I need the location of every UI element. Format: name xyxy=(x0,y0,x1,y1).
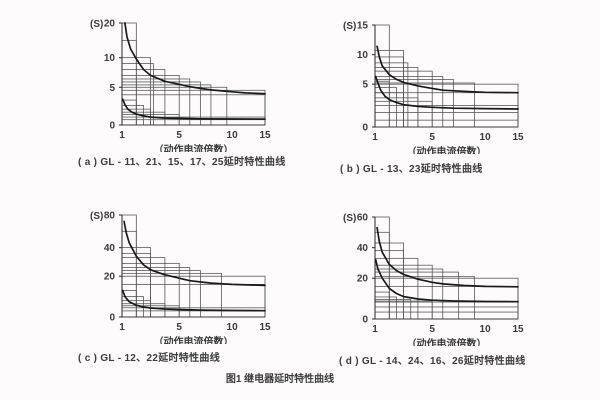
x-tick-label: 1 xyxy=(372,324,378,335)
y-tick-label: 80 xyxy=(104,211,116,222)
x-tick-label: 5 xyxy=(429,132,435,143)
chart-panel-d: 0 20 40 60 1 5 10 15 (S) （动作电流倍数） xyxy=(313,204,543,347)
y-tick-label: 10 xyxy=(357,50,369,61)
y-tick-label: 10 xyxy=(104,53,116,64)
x-axis-label: （动作电流倍数） xyxy=(407,145,487,154)
x-tick-label: 10 xyxy=(227,130,239,141)
chart-a-caption: ( a ) GL - 11、21、15、17、25延时特性曲线 xyxy=(78,157,286,168)
step-boxes xyxy=(121,214,266,318)
step-box xyxy=(374,87,397,128)
x-tick-label: 1 xyxy=(372,132,378,143)
y-tick-label: 5 xyxy=(109,83,115,94)
axes xyxy=(372,216,518,320)
y-tick-label: 60 xyxy=(357,213,369,224)
step-box xyxy=(374,24,390,128)
upper-curve xyxy=(124,22,266,95)
x-tick-label: 5 xyxy=(429,324,435,335)
x-tick-label: 10 xyxy=(480,132,492,143)
step-boxes xyxy=(374,24,519,128)
x-tick-label: 1 xyxy=(119,322,125,333)
step-box xyxy=(374,231,390,320)
step-box xyxy=(374,299,412,320)
x-tick-label: 1 xyxy=(119,130,125,141)
y-unit-label: (S) xyxy=(343,21,356,32)
x-axis-label: （动作电流倍数） xyxy=(154,335,234,344)
axes xyxy=(119,214,265,318)
axes xyxy=(119,22,265,126)
step-boxes xyxy=(374,216,519,320)
lower-curve xyxy=(121,98,266,120)
figure-caption: 图1 继电器延时特性曲线 xyxy=(225,374,335,385)
upper-curve xyxy=(123,220,266,287)
lower-curve xyxy=(121,289,266,312)
y-unit-label: (S) xyxy=(90,211,103,222)
chart-c-caption: ( c ) GL - 12、22延时特性曲线 xyxy=(78,353,220,364)
step-box xyxy=(374,296,397,320)
y-tick-label: 0 xyxy=(109,313,115,324)
x-tick-label: 5 xyxy=(176,130,182,141)
y-tick-label: 20 xyxy=(104,272,116,283)
axes xyxy=(372,24,518,128)
x-tick-label: 5 xyxy=(176,322,182,333)
y-tick-label: 20 xyxy=(104,19,116,30)
y-unit-label: (S) xyxy=(343,213,356,224)
y-tick-label: 20 xyxy=(357,274,369,285)
upper-curve xyxy=(376,226,519,288)
lower-curve xyxy=(374,258,519,303)
chart-panel-a: 0 5 10 20 1 5 10 15 (S) （动作电流倍数） xyxy=(60,10,290,153)
x-tick-label: 15 xyxy=(512,132,524,143)
x-tick-label: 15 xyxy=(259,322,271,333)
step-box xyxy=(374,291,390,320)
x-tick-label: 10 xyxy=(480,324,492,335)
chart-d-caption: ( d ) GL - 14、24、16、26延时特性曲线 xyxy=(339,356,526,367)
step-box xyxy=(374,276,475,320)
chart-b-caption: ( b ) GL - 13、23延时特性曲线 xyxy=(340,164,483,175)
x-tick-label: 15 xyxy=(512,324,524,335)
y-tick-label: 5 xyxy=(362,80,368,91)
chart-panel-b: 0 5 10 15 1 5 10 15 (S) （动作电流倍数） xyxy=(313,12,543,155)
upper-curve xyxy=(376,45,519,94)
y-tick-label: 40 xyxy=(104,243,116,254)
x-axis-label: （动作电流倍数） xyxy=(154,143,234,152)
y-tick-label: 0 xyxy=(109,121,115,132)
x-tick-label: 10 xyxy=(227,322,239,333)
y-tick-label: 15 xyxy=(357,21,369,32)
x-axis-label: （动作电流倍数） xyxy=(407,337,487,346)
x-tick-label: 15 xyxy=(259,130,271,141)
y-unit-label: (S) xyxy=(90,19,103,30)
step-boxes xyxy=(121,22,266,126)
chart-panel-c: 0 20 40 80 1 5 10 15 (S) （动作电流倍数） xyxy=(60,202,290,345)
y-tick-label: 0 xyxy=(362,315,368,326)
y-tick-label: 0 xyxy=(362,123,368,134)
y-tick-label: 40 xyxy=(357,243,369,254)
step-box xyxy=(374,62,409,128)
lower-curve xyxy=(374,75,519,110)
